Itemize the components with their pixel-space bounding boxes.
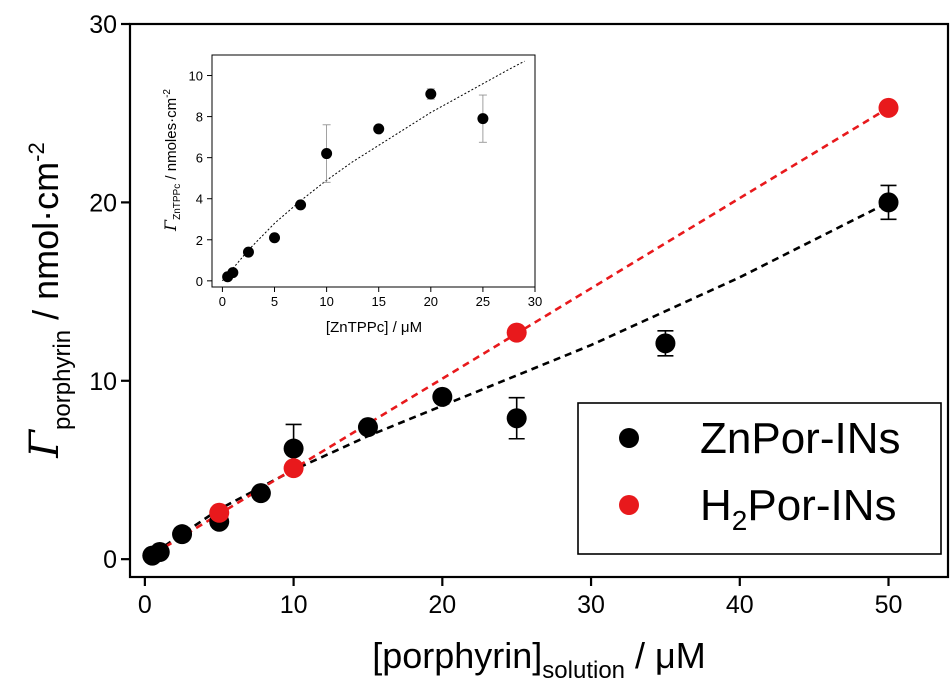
data-point-s0-10 xyxy=(878,192,899,213)
inset-x-tick-label: 15 xyxy=(371,294,385,309)
inset-y-axis-title: ΓZnTPPc / nmoles·cm-2 xyxy=(161,89,183,232)
data-point-s0-5 xyxy=(283,438,304,459)
data-point-s0-9 xyxy=(655,333,676,354)
data-point-s0-7 xyxy=(432,386,453,407)
legend-marker-h2 xyxy=(619,495,639,515)
legend-box xyxy=(577,402,942,555)
data-point-s0-2 xyxy=(172,524,193,545)
inset-x-tick-label: 5 xyxy=(271,294,278,309)
inset-x-tick-label: 10 xyxy=(319,294,333,309)
inset-x-tick-label: 25 xyxy=(476,294,490,309)
data-point-s1-1 xyxy=(283,458,304,479)
data-point-s1-2 xyxy=(506,322,527,343)
inset-y-tick-label: 10 xyxy=(189,69,203,84)
x-tick-label: 20 xyxy=(428,591,456,619)
inset-data-point-s0-4 xyxy=(295,199,307,211)
legend-label-zn: ZnPor-INs xyxy=(700,414,900,463)
inset-x-tick-label: 30 xyxy=(528,294,542,309)
y-tick-label: 10 xyxy=(89,368,117,396)
inset-data-point-s0-6 xyxy=(373,123,385,135)
inset-x-tick-label: 20 xyxy=(424,294,438,309)
inset-data-point-s0-3 xyxy=(269,232,281,244)
inset-y-tick-label: 4 xyxy=(196,192,203,207)
x-tick-label: 40 xyxy=(726,591,754,619)
y-tick-label: 0 xyxy=(103,546,117,574)
data-point-s0-6 xyxy=(357,417,378,438)
x-axis-title: [porphyrin]solution / μM xyxy=(372,635,706,678)
x-tick-label: 30 xyxy=(577,591,605,619)
inset-data-point-s0-7 xyxy=(425,88,437,100)
data-point-s0-4 xyxy=(250,483,271,504)
x-tick-label: 0 xyxy=(138,591,152,619)
plot-frame xyxy=(128,22,950,579)
inset-y-tick-label: 2 xyxy=(196,233,203,248)
inset-plot-frame xyxy=(211,54,536,288)
data-point-s0-8 xyxy=(506,408,527,429)
inset-y-tick-label: 0 xyxy=(196,274,203,289)
inset-y-tick-label: 8 xyxy=(196,110,203,125)
data-point-s1-3 xyxy=(878,97,899,118)
x-tick-label: 50 xyxy=(875,591,903,619)
inset-data-point-s0-8 xyxy=(477,113,489,125)
inset-data-point-s0-2 xyxy=(242,246,254,258)
inset-data-point-s0-1 xyxy=(227,267,239,279)
data-point-s0-1 xyxy=(149,542,170,563)
legend-label-h2: H2Por-INs xyxy=(700,481,896,536)
x-tick-label: 10 xyxy=(280,591,308,619)
data-point-s1-0 xyxy=(209,502,230,523)
y-tick-label: 30 xyxy=(89,11,117,39)
inset-fit-line-0 xyxy=(222,60,525,282)
inset-data-point-s0-5 xyxy=(321,148,333,160)
inset-chart: 0 5 10 15 20 25 30 0 2 4 6 8 10 [ZnTPPc] / μM ΓZnTPPc … xyxy=(161,54,542,336)
inset-y-tick-label: 6 xyxy=(196,151,203,166)
legend-marker-zn xyxy=(619,428,639,448)
legend: ZnPor-INs H2Por-INs xyxy=(577,402,942,555)
inset-x-tick-label: 0 xyxy=(219,294,226,309)
inset-x-axis-title: [ZnTPPc] / μM xyxy=(326,319,422,336)
y-tick-label: 20 xyxy=(89,189,117,217)
y-axis-title: Γporphyrin / nmol·cm-2 xyxy=(22,142,76,458)
